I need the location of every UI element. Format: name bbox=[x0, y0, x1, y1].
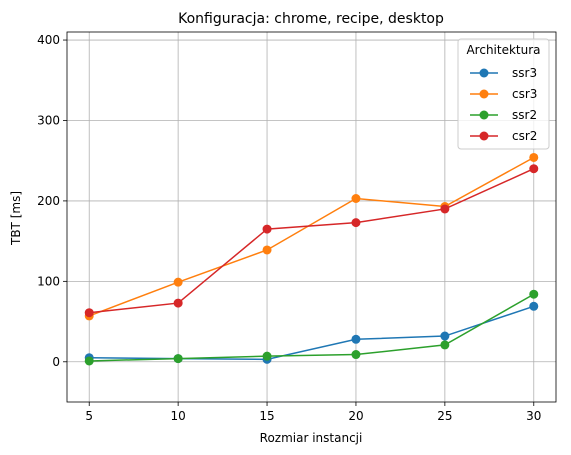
data-point-csr2 bbox=[174, 299, 183, 308]
data-point-csr2 bbox=[263, 225, 272, 234]
x-tick-label: 30 bbox=[526, 409, 541, 423]
legend-label: ssr2 bbox=[512, 108, 537, 122]
legend-label: csr3 bbox=[512, 87, 537, 101]
y-tick-label: 100 bbox=[37, 274, 60, 288]
y-tick-label: 0 bbox=[52, 355, 60, 369]
data-point-ssr2 bbox=[174, 354, 183, 363]
series-csr2 bbox=[85, 164, 539, 317]
data-point-csr2 bbox=[351, 218, 360, 227]
legend-swatch-marker bbox=[480, 111, 489, 120]
legend-title: Architektura bbox=[466, 43, 540, 57]
data-point-ssr3 bbox=[440, 332, 449, 341]
legend-swatch-marker bbox=[480, 90, 489, 99]
data-point-csr2 bbox=[85, 308, 94, 317]
series-line-csr3 bbox=[89, 157, 534, 315]
data-point-ssr3 bbox=[351, 335, 360, 344]
data-point-ssr2 bbox=[529, 290, 538, 299]
y-axis-title: TBT [ms] bbox=[9, 191, 23, 246]
data-point-ssr3 bbox=[529, 302, 538, 311]
x-tick-label: 15 bbox=[259, 409, 274, 423]
data-point-csr3 bbox=[529, 153, 538, 162]
legend-swatch-marker bbox=[480, 69, 489, 78]
series-line-ssr2 bbox=[89, 294, 534, 361]
data-point-ssr2 bbox=[440, 340, 449, 349]
series-ssr3 bbox=[85, 302, 539, 364]
data-point-csr2 bbox=[529, 164, 538, 173]
x-tick-label: 25 bbox=[437, 409, 452, 423]
x-tick-label: 20 bbox=[348, 409, 363, 423]
x-tick-label: 5 bbox=[85, 409, 93, 423]
y-tick-label: 200 bbox=[37, 194, 60, 208]
data-point-csr2 bbox=[440, 204, 449, 213]
y-tick-label: 400 bbox=[37, 33, 60, 47]
data-point-csr3 bbox=[174, 278, 183, 287]
legend-swatch-marker bbox=[480, 132, 489, 141]
data-point-csr3 bbox=[351, 194, 360, 203]
legend-label: ssr3 bbox=[512, 66, 537, 80]
data-point-ssr2 bbox=[85, 356, 94, 365]
data-point-ssr2 bbox=[263, 352, 272, 361]
legend: Architektura ssr3 csr3 ssr2 csr2 bbox=[458, 39, 549, 149]
x-axis-title: Rozmiar instancji bbox=[260, 431, 363, 445]
data-point-csr3 bbox=[263, 245, 272, 254]
series-group bbox=[85, 153, 539, 366]
chart-title: Konfiguracja: chrome, recipe, desktop bbox=[178, 11, 444, 27]
y-tick-label: 300 bbox=[37, 113, 60, 127]
series-csr3 bbox=[85, 153, 539, 320]
x-tick-label: 10 bbox=[170, 409, 185, 423]
data-point-ssr2 bbox=[351, 350, 360, 359]
legend-label: csr2 bbox=[512, 129, 537, 143]
